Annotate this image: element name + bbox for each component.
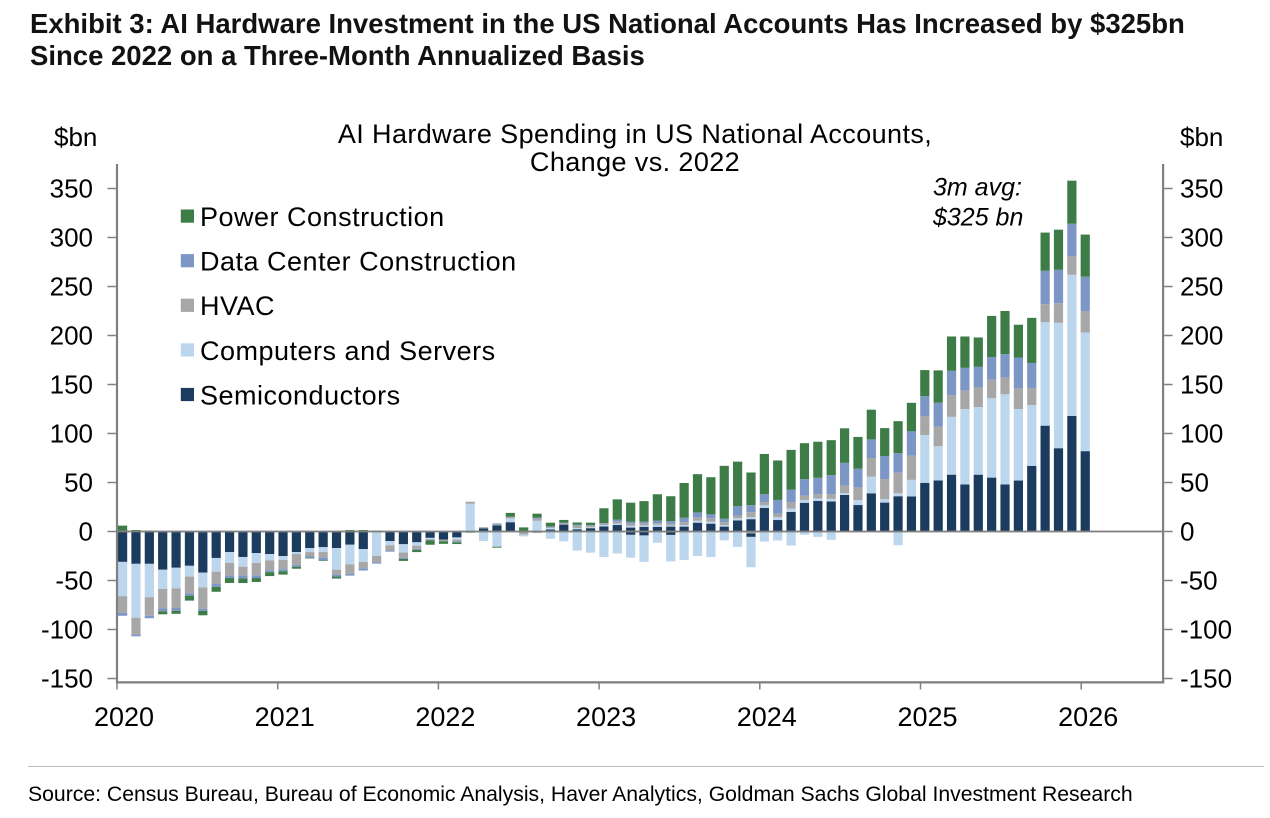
svg-text:-50: -50 (55, 566, 93, 596)
svg-text:2022: 2022 (415, 702, 475, 732)
svg-text:3m avg:: 3m avg: (933, 174, 1022, 202)
svg-text:250: 250 (50, 272, 93, 302)
svg-text:-100: -100 (1180, 615, 1232, 645)
svg-text:$325 bn: $325 bn (932, 204, 1023, 232)
svg-text:-100: -100 (41, 615, 93, 645)
svg-text:Power Construction: Power Construction (200, 202, 445, 232)
svg-text:350: 350 (1180, 174, 1223, 204)
svg-text:100: 100 (50, 419, 93, 449)
svg-text:2025: 2025 (897, 702, 957, 732)
svg-text:150: 150 (50, 370, 93, 400)
svg-text:0: 0 (79, 517, 93, 547)
svg-text:Computers and Servers: Computers and Servers (200, 336, 496, 366)
svg-text:$bn: $bn (1180, 122, 1223, 152)
svg-text:50: 50 (1180, 468, 1209, 498)
svg-text:-150: -150 (1180, 664, 1232, 694)
svg-text:2020: 2020 (94, 702, 154, 732)
svg-text:Change vs. 2022: Change vs. 2022 (530, 147, 740, 177)
svg-text:2021: 2021 (255, 702, 315, 732)
svg-text:Semiconductors: Semiconductors (200, 380, 401, 410)
svg-text:-150: -150 (41, 664, 93, 694)
svg-text:150: 150 (1180, 370, 1223, 400)
svg-text:200: 200 (1180, 321, 1223, 351)
svg-text:2026: 2026 (1058, 702, 1118, 732)
svg-text:AI Hardware Spending in US Nat: AI Hardware Spending in US National Acco… (338, 119, 932, 149)
svg-text:0: 0 (1180, 517, 1194, 547)
svg-text:300: 300 (1180, 223, 1223, 253)
svg-text:2024: 2024 (737, 702, 797, 732)
svg-text:50: 50 (64, 468, 93, 498)
svg-text:HVAC: HVAC (200, 291, 275, 321)
svg-text:-50: -50 (1180, 566, 1218, 596)
svg-text:300: 300 (50, 223, 93, 253)
svg-text:250: 250 (1180, 272, 1223, 302)
svg-text:100: 100 (1180, 419, 1223, 449)
svg-text:Data Center Construction: Data Center Construction (200, 247, 517, 277)
svg-text:$bn: $bn (54, 122, 97, 152)
svg-text:200: 200 (50, 321, 93, 351)
svg-text:350: 350 (50, 174, 93, 204)
svg-text:2023: 2023 (576, 702, 636, 732)
